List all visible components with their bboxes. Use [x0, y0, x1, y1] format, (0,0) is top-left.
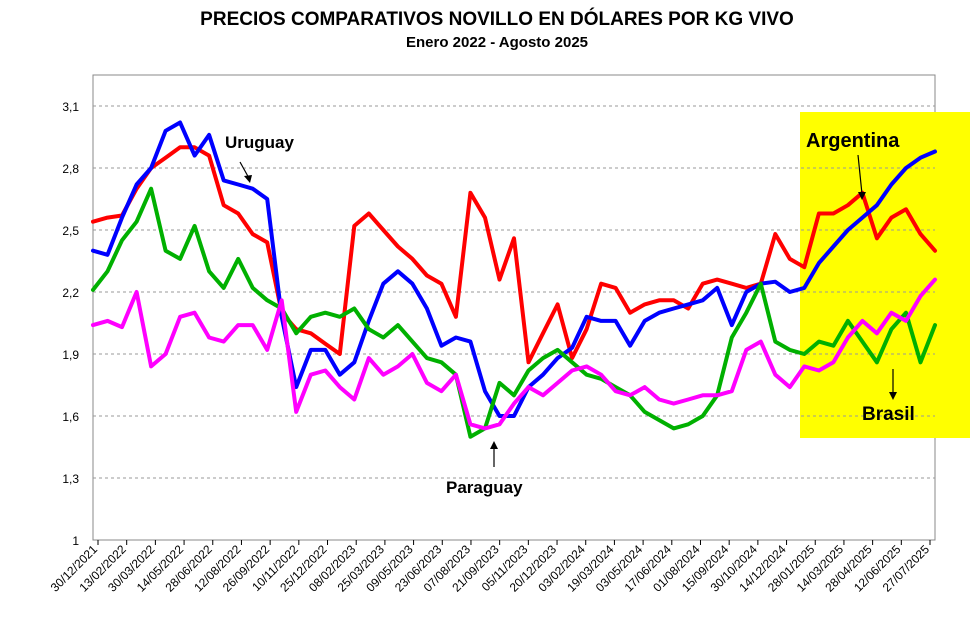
chart-subtitle: Enero 2022 - Agosto 2025	[406, 34, 588, 51]
brasil-arrowhead	[889, 392, 897, 400]
series-line-brasil	[91, 277, 937, 431]
y-tick-label: 1,6	[62, 410, 79, 424]
argentina-arrowhead	[858, 192, 866, 200]
y-tick-label: 1	[72, 534, 79, 548]
plot-area	[92, 74, 936, 541]
series-line-argentina	[91, 145, 937, 365]
y-tick-label: 1,3	[62, 472, 79, 486]
y-axis-ticks: 3,1 2,8 2,5 2,2 1,9 1,6 1,3 1	[62, 100, 79, 548]
y-tick-label: 1,9	[62, 348, 79, 362]
brasil-label: Brasil	[862, 404, 915, 425]
chart-title: PRECIOS COMPARATIVOS NOVILLO EN DÓLARES …	[200, 8, 794, 30]
grid-lines	[93, 105, 935, 479]
series-line-paraguay	[91, 186, 937, 439]
x-axis-ticks: 30/12/202113/02/202230/03/202214/05/2022…	[48, 540, 932, 595]
series-line-uruguay	[91, 120, 937, 418]
uruguay-arrowhead	[244, 175, 252, 183]
highlight-box	[800, 112, 970, 438]
series-lines	[91, 120, 937, 439]
uruguay-label: Uruguay	[225, 133, 295, 152]
y-tick-label: 2,5	[62, 224, 79, 238]
y-tick-label: 2,2	[62, 286, 79, 300]
argentina-arrow	[857, 154, 863, 195]
paraguay-arrowhead	[490, 441, 498, 449]
y-tick-label: 2,8	[62, 162, 79, 176]
y-tick-label: 3,1	[62, 100, 79, 114]
argentina-label: Argentina	[806, 130, 900, 152]
annotations: Uruguay Argentina Paraguay Brasil	[225, 130, 915, 497]
paraguay-label: Paraguay	[446, 478, 523, 497]
